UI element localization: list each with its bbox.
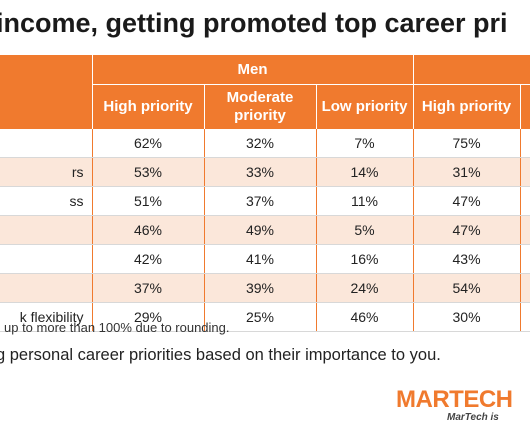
table-cell: 30% — [412, 302, 521, 332]
chart-title: income, getting promoted top career pri — [0, 8, 508, 38]
table-row: 42% 41% 16% 43% — [0, 244, 530, 274]
table-cell: 42% — [91, 244, 204, 274]
row-label — [0, 244, 92, 274]
logo-tagline: MarTech is — [447, 412, 499, 423]
table-cell: 5% — [315, 215, 414, 245]
table-row: ss 51% 37% 11% 47% — [0, 186, 530, 216]
column-header: High priority — [91, 84, 204, 129]
table-cell: 46% — [91, 215, 204, 245]
survey-question: g personal career priorities based on th… — [0, 346, 441, 364]
column-header: High priority — [412, 84, 521, 129]
row-label — [0, 215, 92, 245]
table-cell: 43% — [412, 244, 521, 274]
group-header-men: Men — [91, 55, 414, 84]
table-cell: 47% — [412, 215, 521, 245]
row-label: ss — [0, 186, 92, 216]
table-cell: 32% — [203, 129, 316, 158]
table-cell: 49% — [203, 215, 316, 245]
label-header — [0, 55, 92, 129]
table-cell — [519, 186, 530, 216]
table-cell: 37% — [91, 273, 204, 303]
row-label — [0, 129, 92, 158]
table-cell — [519, 244, 530, 274]
table-row: rs 53% 33% 14% 31% — [0, 157, 530, 187]
table-cell: 41% — [203, 244, 316, 274]
table-cell — [519, 157, 530, 187]
footnote: up to more than 100% due to rounding. — [4, 320, 230, 335]
table-cell — [519, 273, 530, 303]
table-cell: 11% — [315, 186, 414, 216]
table-cell: 14% — [315, 157, 414, 187]
table-row: 62% 32% 7% 75% — [0, 129, 530, 158]
table-cell: 25% — [203, 302, 316, 332]
table-cell: 62% — [91, 129, 204, 158]
group-header-second — [412, 55, 530, 84]
column-header: Low priority — [315, 84, 414, 129]
priority-table: Men High priority Moderate priority Low … — [0, 55, 530, 332]
table-cell: 31% — [412, 157, 521, 187]
table-cell: 53% — [91, 157, 204, 187]
column-header — [519, 84, 530, 129]
martech-logo: MARTECH — [396, 386, 513, 413]
row-label — [0, 273, 92, 303]
table-cell: 51% — [91, 186, 204, 216]
row-label: rs — [0, 157, 92, 187]
table-cell — [519, 129, 530, 158]
table-cell: 47% — [412, 186, 521, 216]
table-row: 46% 49% 5% 47% — [0, 215, 530, 245]
table-cell: 39% — [203, 273, 316, 303]
table-cell: 46% — [315, 302, 414, 332]
table-cell — [519, 215, 530, 245]
table-row: k flexibility 29% 25% 46% 30% — [0, 302, 530, 332]
table-cell: 7% — [315, 129, 414, 158]
table-cell: 37% — [203, 186, 316, 216]
row-label: k flexibility — [0, 302, 92, 332]
table-cell: 29% — [91, 302, 204, 332]
table-row: 37% 39% 24% 54% — [0, 273, 530, 303]
table-cell: 24% — [315, 273, 414, 303]
table-cell: 16% — [315, 244, 414, 274]
table-cell: 54% — [412, 273, 521, 303]
column-header: Moderate priority — [203, 84, 316, 129]
table-cell — [519, 302, 530, 332]
table-cell: 75% — [412, 129, 521, 158]
table-cell: 33% — [203, 157, 316, 187]
